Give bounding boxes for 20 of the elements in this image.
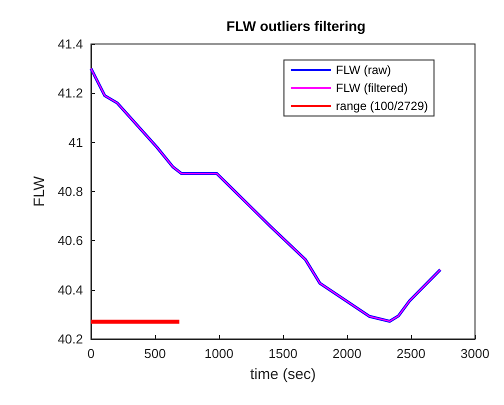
y-tick-label: 41 — [68, 134, 83, 150]
y-tick-label: 40.6 — [58, 233, 83, 248]
legend-label: FLW (raw) — [336, 63, 392, 77]
x-tick-label: 1500 — [268, 346, 298, 361]
chart-title: FLW outliers filtering — [226, 18, 366, 34]
x-tick-label: 500 — [144, 346, 166, 361]
x-tick-label: 2000 — [332, 346, 362, 361]
y-tick-label: 40.8 — [58, 184, 83, 199]
y-axis-title: FLW — [30, 175, 48, 207]
y-tick-label: 40.4 — [58, 282, 83, 298]
x-tick-label: 3000 — [460, 346, 490, 361]
y-tick-label: 41.4 — [58, 36, 83, 52]
y-tick-label: 41.2 — [58, 86, 83, 101]
legend-label: range (100/2729) — [336, 99, 428, 113]
x-tick-label: 2500 — [396, 346, 426, 361]
x-axis-title: time (sec) — [250, 366, 316, 383]
x-tick-label: 1000 — [204, 346, 234, 361]
legend-label: FLW (filtered) — [336, 81, 408, 95]
y-tick-label: 40.2 — [58, 332, 83, 346]
x-tick-label: 0 — [87, 346, 95, 361]
